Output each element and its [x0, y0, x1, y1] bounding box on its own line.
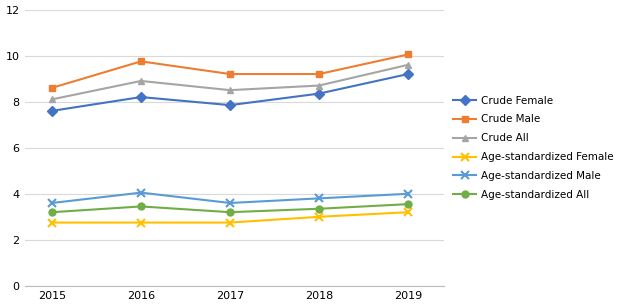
Legend: Crude Female, Crude Male, Crude All, Age-standardized Female, Age-standardized M: Crude Female, Crude Male, Crude All, Age… [453, 95, 614, 200]
Crude All [226, 88, 234, 92]
Crude Male [48, 86, 56, 90]
Crude All [404, 63, 412, 67]
Crude All [48, 98, 56, 101]
Line: Crude Male: Crude Male [48, 51, 412, 91]
Crude Female [404, 72, 412, 76]
Age-standardized Female [226, 221, 234, 224]
Line: Age-standardized Male: Age-standardized Male [48, 188, 412, 207]
Age-standardized Male [137, 191, 144, 194]
Crude Male [137, 60, 144, 63]
Line: Crude Female: Crude Female [48, 71, 412, 114]
Age-standardized All [404, 202, 412, 206]
Age-standardized Female [316, 215, 323, 219]
Crude Female [316, 92, 323, 95]
Age-standardized Male [316, 196, 323, 200]
Crude Female [137, 95, 144, 99]
Age-standardized All [316, 207, 323, 211]
Crude Male [316, 72, 323, 76]
Line: Age-standardized Female: Age-standardized Female [48, 208, 412, 227]
Age-standardized Female [404, 210, 412, 214]
Crude All [137, 79, 144, 83]
Age-standardized All [137, 204, 144, 208]
Age-standardized Female [137, 221, 144, 224]
Age-standardized Female [48, 221, 56, 224]
Line: Age-standardized All: Age-standardized All [48, 201, 412, 216]
Age-standardized Male [404, 192, 412, 196]
Crude Male [226, 72, 234, 76]
Age-standardized All [226, 210, 234, 214]
Crude Female [48, 109, 56, 113]
Crude Female [226, 103, 234, 107]
Line: Crude All: Crude All [48, 61, 412, 103]
Age-standardized All [48, 210, 56, 214]
Crude All [316, 84, 323, 87]
Age-standardized Male [48, 201, 56, 205]
Age-standardized Male [226, 201, 234, 205]
Crude Male [404, 52, 412, 56]
